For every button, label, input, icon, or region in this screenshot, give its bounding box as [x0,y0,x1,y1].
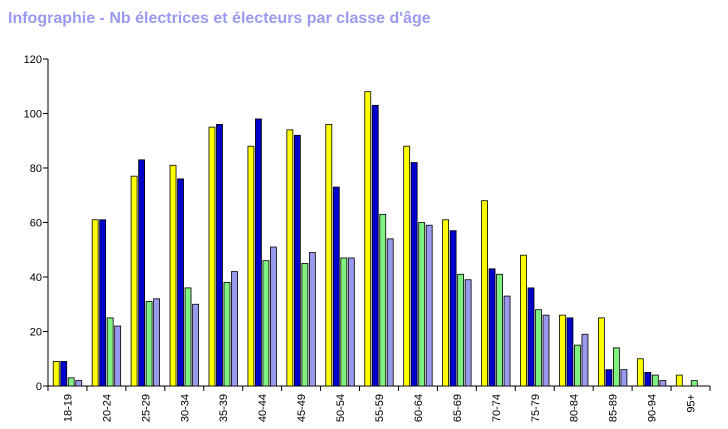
y-tick-label: 100 [24,109,42,121]
bar-25-29-s1 [130,175,138,387]
bar-65-69-s3 [457,273,465,387]
x-tick-label: 18-19 [62,394,74,422]
bar-60-64-s1 [403,145,411,387]
bar-25-29-s3 [145,301,153,387]
bar-35-39-s3 [223,282,231,387]
bar-30-34-s3 [184,287,192,387]
bar-75-79-s2 [527,287,535,387]
bar-80-84-s2 [566,317,574,387]
bar-40-44-s4 [270,246,277,387]
x-tick-label: 75-79 [530,394,542,422]
y-tick-label: 60 [30,218,42,230]
bar-90-94-s3 [651,374,659,387]
bar-75-79-s4 [542,314,550,387]
x-tick-label: 45-49 [296,394,308,422]
bar-18-19-s2 [60,361,68,387]
bar-30-34-s1 [169,164,177,387]
bar-35-39-s1 [208,126,216,387]
bar-85-89-s1 [597,317,605,387]
x-tick-label: 90-94 [647,394,659,422]
bar-90-94-s1 [636,358,644,387]
bar-45-49-s3 [301,262,309,387]
bar-20-24-s4 [114,325,122,387]
bar-30-34-s2 [177,178,184,387]
bar-85-89-s4 [620,369,628,387]
x-tick-label: 95+ [686,394,698,413]
plot-area: 0 20 40 60 80 100 120 18-19 20-24 25-29 30-34 35-39… [24,54,711,422]
x-tick-label: 65-69 [452,394,464,422]
bar-40-44-s3 [262,260,270,387]
y-tick-label: 20 [30,327,42,339]
y-tick-label: 80 [30,163,42,175]
bar-55-59-s1 [364,91,372,387]
bar-75-79-s3 [535,309,542,387]
bar-60-64-s4 [425,224,433,387]
bar-18-19-s4 [75,380,83,387]
bar-40-44-s1 [247,145,255,387]
bar-65-69-s4 [464,279,472,387]
bar-50-54-s4 [347,257,355,387]
bar-35-39-s2 [216,124,223,387]
y-tick-label: 40 [30,272,42,284]
x-tick-label: 55-59 [374,394,386,422]
y-tick-label: 120 [24,54,42,66]
x-tick-label: 85-89 [608,394,620,422]
x-tick-label: 25-29 [140,394,152,422]
bar-18-19-s1 [52,361,60,387]
bar-25-29-s2 [138,159,146,387]
bar-60-64-s2 [410,162,418,387]
bar-65-69-s1 [442,219,450,387]
bar-75-79-s1 [520,254,527,387]
x-tick-label: 20-24 [101,394,113,422]
x-tick-label: 30-34 [179,394,191,422]
bar-85-89-s2 [605,369,613,387]
bar-80-84-s3 [574,344,581,387]
bar-70-74-s3 [496,273,503,387]
bar-18-19-s3 [67,377,75,387]
bar-95+-s3 [690,380,698,387]
bar-90-94-s2 [644,371,652,387]
x-tick-label: 80-84 [569,394,581,422]
bar-60-64-s3 [418,222,426,387]
bar-70-74-s2 [488,268,496,387]
bar-55-59-s3 [379,213,387,387]
bar-70-74-s1 [481,200,488,387]
x-tick-label: 60-64 [413,394,425,422]
bar-45-49-s4 [308,252,316,387]
bar-55-59-s4 [386,238,394,387]
bar-50-54-s2 [332,186,340,387]
bar-40-44-s2 [255,118,262,387]
bar-80-84-s1 [559,314,566,387]
bar-50-54-s3 [340,257,348,387]
bar-95+-s1 [675,374,683,387]
bar-90-94-s4 [659,380,667,387]
bar-20-24-s1 [91,219,99,387]
bar-55-59-s2 [371,104,379,387]
bar-45-49-s1 [286,129,294,387]
chart-title: Infographie - Nb électrices et électeurs… [8,10,431,27]
bar-20-24-s2 [99,219,107,387]
bar-80-84-s4 [581,333,589,387]
x-tick-label: 35-39 [218,394,230,422]
x-tick-label: 40-44 [257,394,269,422]
bar-85-89-s3 [612,347,620,387]
y-tick-label: 0 [36,381,42,393]
bar-20-24-s3 [106,317,114,387]
bar-30-34-s4 [192,303,199,387]
x-tick-label: 70-74 [491,394,503,422]
bar-35-39-s4 [231,271,238,387]
bar-50-54-s1 [325,124,333,387]
bar-45-49-s2 [293,134,301,387]
x-tick-label: 50-54 [335,394,347,422]
bar-25-29-s4 [153,298,161,387]
bar-70-74-s4 [503,295,511,387]
bar-65-69-s2 [449,230,457,387]
